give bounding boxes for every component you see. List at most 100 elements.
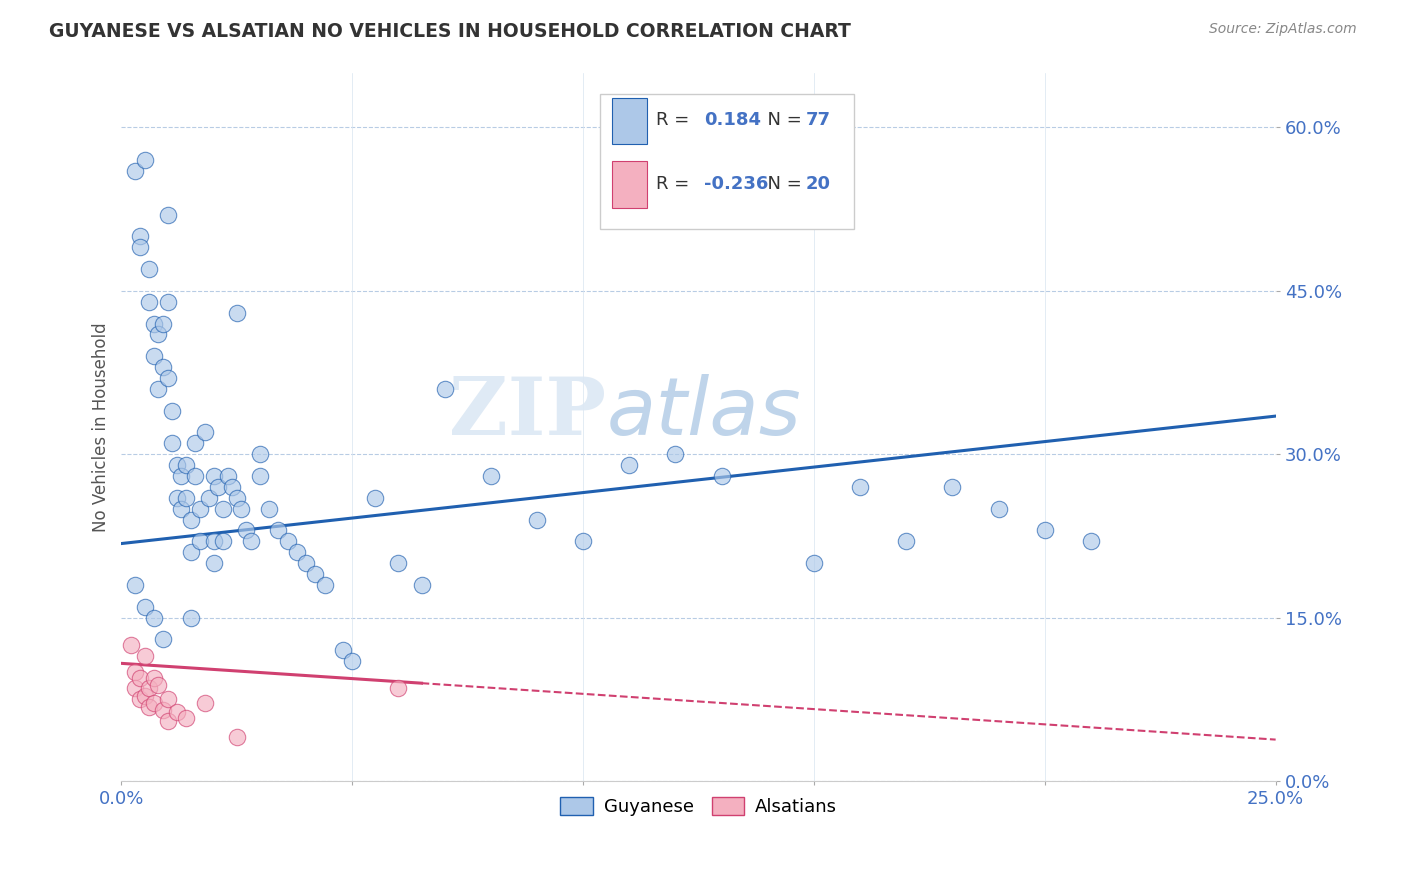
Point	[239, 534, 262, 549]
Point	[129, 671, 152, 685]
Point	[134, 689, 156, 703]
Text: N =: N =	[756, 175, 808, 194]
Point	[134, 153, 156, 168]
Point	[124, 681, 146, 696]
Point	[142, 610, 165, 624]
Point	[314, 578, 336, 592]
Point	[180, 545, 202, 559]
Point	[221, 480, 243, 494]
Text: 0.184: 0.184	[704, 112, 761, 129]
Point	[152, 632, 174, 647]
Point	[235, 524, 257, 538]
Point	[225, 731, 247, 745]
Point	[304, 567, 326, 582]
Text: R =: R =	[655, 112, 695, 129]
Point	[156, 692, 179, 706]
FancyBboxPatch shape	[612, 161, 647, 208]
Point	[198, 491, 221, 505]
Point	[941, 480, 963, 494]
Point	[174, 458, 197, 472]
Point	[896, 534, 918, 549]
Point	[202, 556, 225, 570]
Point	[170, 501, 193, 516]
Point	[152, 703, 174, 717]
Point	[710, 469, 733, 483]
Point	[148, 678, 170, 692]
Point	[387, 556, 409, 570]
Point	[138, 262, 160, 277]
Point	[257, 501, 280, 516]
Point	[212, 534, 235, 549]
Text: R =: R =	[655, 175, 695, 194]
Point	[217, 469, 239, 483]
Point	[342, 654, 364, 668]
Point	[225, 305, 247, 319]
Point	[188, 501, 211, 516]
Point	[664, 447, 686, 461]
Point	[387, 681, 409, 696]
Point	[285, 545, 308, 559]
Point	[160, 436, 183, 450]
Point	[142, 671, 165, 685]
Point	[411, 578, 433, 592]
Point	[803, 556, 825, 570]
Point	[142, 317, 165, 331]
Point	[156, 208, 179, 222]
Point	[184, 469, 207, 483]
Point	[202, 534, 225, 549]
Point	[202, 469, 225, 483]
Point	[124, 665, 146, 679]
Text: -0.236: -0.236	[704, 175, 769, 194]
Point	[129, 240, 152, 254]
Point	[129, 229, 152, 244]
Legend: Guyanese, Alsatians: Guyanese, Alsatians	[551, 788, 846, 825]
Point	[148, 382, 170, 396]
Point	[267, 524, 290, 538]
Point	[572, 534, 595, 549]
Point	[156, 714, 179, 728]
Point	[174, 491, 197, 505]
Point	[188, 534, 211, 549]
Point	[295, 556, 318, 570]
FancyBboxPatch shape	[612, 98, 647, 144]
Point	[207, 480, 229, 494]
Point	[249, 469, 271, 483]
Point	[1080, 534, 1102, 549]
Point	[249, 447, 271, 461]
Point	[160, 403, 183, 417]
Point	[120, 638, 142, 652]
Point	[479, 469, 502, 483]
Point	[124, 164, 146, 178]
Point	[138, 700, 160, 714]
Point	[142, 696, 165, 710]
Point	[193, 425, 215, 440]
Point	[142, 349, 165, 363]
Point	[184, 436, 207, 450]
Point	[166, 458, 188, 472]
Point	[124, 578, 146, 592]
Point	[156, 371, 179, 385]
Text: Source: ZipAtlas.com: Source: ZipAtlas.com	[1209, 22, 1357, 37]
Point	[134, 599, 156, 614]
Point	[174, 711, 197, 725]
Text: ZIP: ZIP	[449, 374, 606, 452]
Point	[156, 294, 179, 309]
Point	[152, 360, 174, 375]
Point	[225, 491, 247, 505]
Text: N =: N =	[756, 112, 808, 129]
Point	[193, 696, 215, 710]
Point	[152, 317, 174, 331]
Point	[166, 491, 188, 505]
Point	[212, 501, 235, 516]
Point	[987, 501, 1010, 516]
Text: 20: 20	[806, 175, 831, 194]
Point	[277, 534, 299, 549]
Point	[332, 643, 354, 657]
Point	[129, 692, 152, 706]
Point	[526, 512, 548, 526]
Point	[849, 480, 872, 494]
FancyBboxPatch shape	[600, 95, 855, 228]
Point	[148, 327, 170, 342]
Point	[433, 382, 456, 396]
Point	[180, 610, 202, 624]
